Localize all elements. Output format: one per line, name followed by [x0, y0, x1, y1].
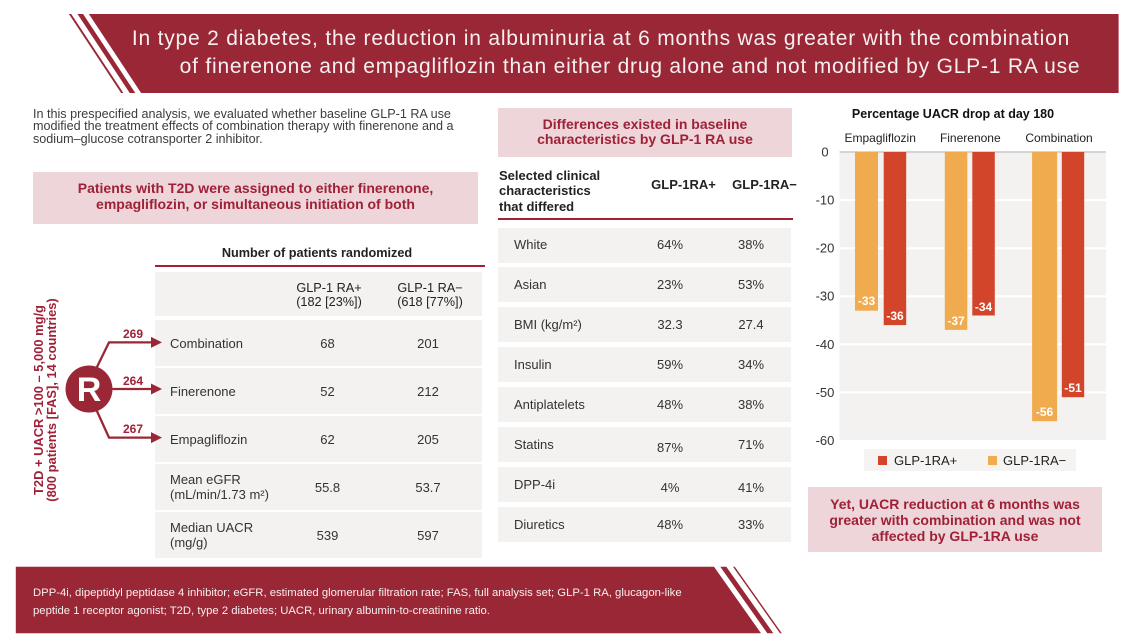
svg-text:-37: -37	[947, 314, 965, 328]
svg-text:-20: -20	[816, 241, 835, 256]
svg-text:-36: -36	[886, 309, 904, 323]
svg-text:-56: -56	[1036, 405, 1054, 419]
svg-text:-50: -50	[816, 385, 835, 400]
svg-text:R: R	[77, 371, 102, 409]
svg-text:-10: -10	[816, 193, 835, 208]
svg-text:-33: -33	[858, 294, 876, 308]
svg-text:Combination: Combination	[1025, 131, 1092, 145]
svg-text:-30: -30	[816, 289, 835, 304]
svg-text:Empagliflozin: Empagliflozin	[845, 131, 916, 145]
svg-text:-51: -51	[1064, 381, 1082, 395]
svg-text:0: 0	[821, 145, 828, 160]
svg-text:-40: -40	[816, 337, 835, 352]
svg-text:-60: -60	[816, 433, 835, 448]
svg-text:-34: -34	[975, 300, 993, 314]
svg-text:Finerenone: Finerenone	[940, 131, 1001, 145]
